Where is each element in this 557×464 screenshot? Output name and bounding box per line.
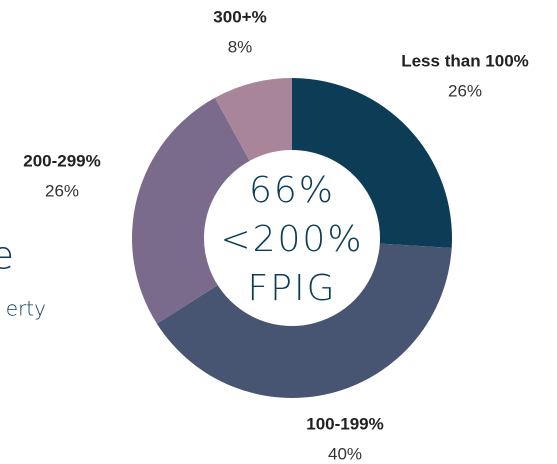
category-label: Less than 100% <box>401 51 529 70</box>
value-label: 26% <box>448 81 482 100</box>
value-label: 26% <box>45 181 79 200</box>
value-label: 40% <box>328 444 362 463</box>
category-label: 300+% <box>213 7 266 26</box>
center-text: <200% <box>220 219 363 260</box>
center-text: FPIG <box>248 268 337 309</box>
donut-segment <box>132 97 250 324</box>
donut-segment <box>292 78 452 249</box>
center-text: 66% <box>249 170 335 211</box>
value-label: 8% <box>228 37 253 56</box>
cropped-text: e <box>0 234 14 278</box>
category-label: 100-199% <box>306 414 384 433</box>
cropped-text: erty <box>6 297 46 321</box>
donut-segment <box>214 78 292 161</box>
cropped-text: ) <box>0 366 3 401</box>
donut-segment <box>156 243 452 398</box>
category-label: 200-299% <box>23 151 101 170</box>
